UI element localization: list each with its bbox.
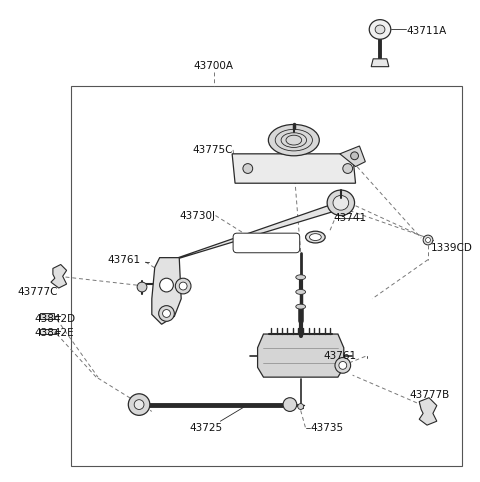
Circle shape — [350, 152, 359, 160]
Text: 43725: 43725 — [189, 423, 222, 433]
Circle shape — [159, 306, 174, 321]
Text: 43842E: 43842E — [34, 328, 74, 338]
Circle shape — [339, 362, 347, 369]
Circle shape — [163, 309, 170, 317]
Circle shape — [134, 400, 144, 410]
Circle shape — [343, 163, 353, 174]
Text: 43711A: 43711A — [407, 27, 447, 37]
Polygon shape — [258, 334, 344, 377]
Polygon shape — [419, 398, 437, 425]
Text: 43842D: 43842D — [34, 314, 75, 324]
Text: 43700A: 43700A — [193, 61, 233, 71]
Text: 43741: 43741 — [333, 214, 366, 224]
Ellipse shape — [327, 190, 355, 215]
Polygon shape — [152, 258, 181, 324]
Ellipse shape — [296, 304, 306, 309]
Polygon shape — [51, 265, 67, 288]
Ellipse shape — [268, 124, 319, 156]
Text: 43735: 43735 — [311, 423, 344, 433]
Circle shape — [426, 238, 431, 242]
Circle shape — [179, 282, 187, 290]
Ellipse shape — [333, 196, 348, 210]
Polygon shape — [340, 146, 365, 167]
Circle shape — [243, 163, 252, 174]
Circle shape — [335, 358, 350, 373]
Circle shape — [283, 398, 297, 412]
Ellipse shape — [296, 290, 306, 295]
Text: 43777C: 43777C — [18, 287, 58, 297]
Text: 43761: 43761 — [108, 254, 141, 265]
Polygon shape — [371, 59, 389, 67]
Circle shape — [137, 282, 147, 292]
Ellipse shape — [306, 231, 325, 243]
Ellipse shape — [296, 275, 306, 280]
Ellipse shape — [310, 234, 321, 241]
Polygon shape — [159, 199, 348, 265]
Circle shape — [298, 403, 304, 410]
Text: 43777B: 43777B — [409, 390, 450, 400]
FancyBboxPatch shape — [233, 233, 300, 253]
Text: 43761: 43761 — [323, 350, 356, 361]
Bar — [40, 313, 54, 320]
Ellipse shape — [369, 20, 391, 39]
Circle shape — [128, 394, 150, 415]
Circle shape — [423, 235, 433, 245]
Polygon shape — [232, 154, 356, 183]
Text: 1339CD: 1339CD — [431, 243, 473, 253]
Bar — [40, 329, 56, 334]
Circle shape — [175, 278, 191, 294]
Circle shape — [160, 278, 173, 292]
Text: 43730J: 43730J — [179, 211, 215, 221]
Ellipse shape — [375, 25, 385, 34]
Text: 43775C: 43775C — [192, 145, 232, 155]
Bar — [71, 86, 462, 466]
